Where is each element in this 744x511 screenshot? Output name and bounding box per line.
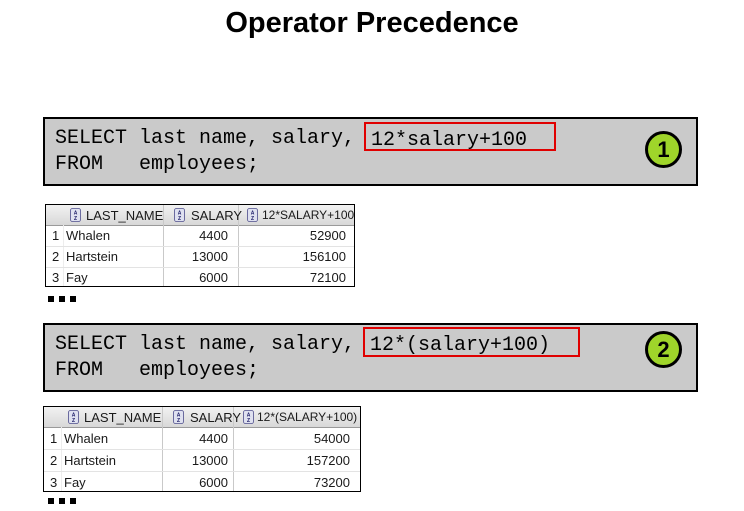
svg-text:Z: Z <box>72 418 75 424</box>
svg-text:Z: Z <box>251 216 254 222</box>
svg-text:Z: Z <box>178 216 181 222</box>
svg-text:Z: Z <box>177 418 180 424</box>
svg-text:Z: Z <box>74 216 77 222</box>
svg-text:Z: Z <box>247 418 250 424</box>
